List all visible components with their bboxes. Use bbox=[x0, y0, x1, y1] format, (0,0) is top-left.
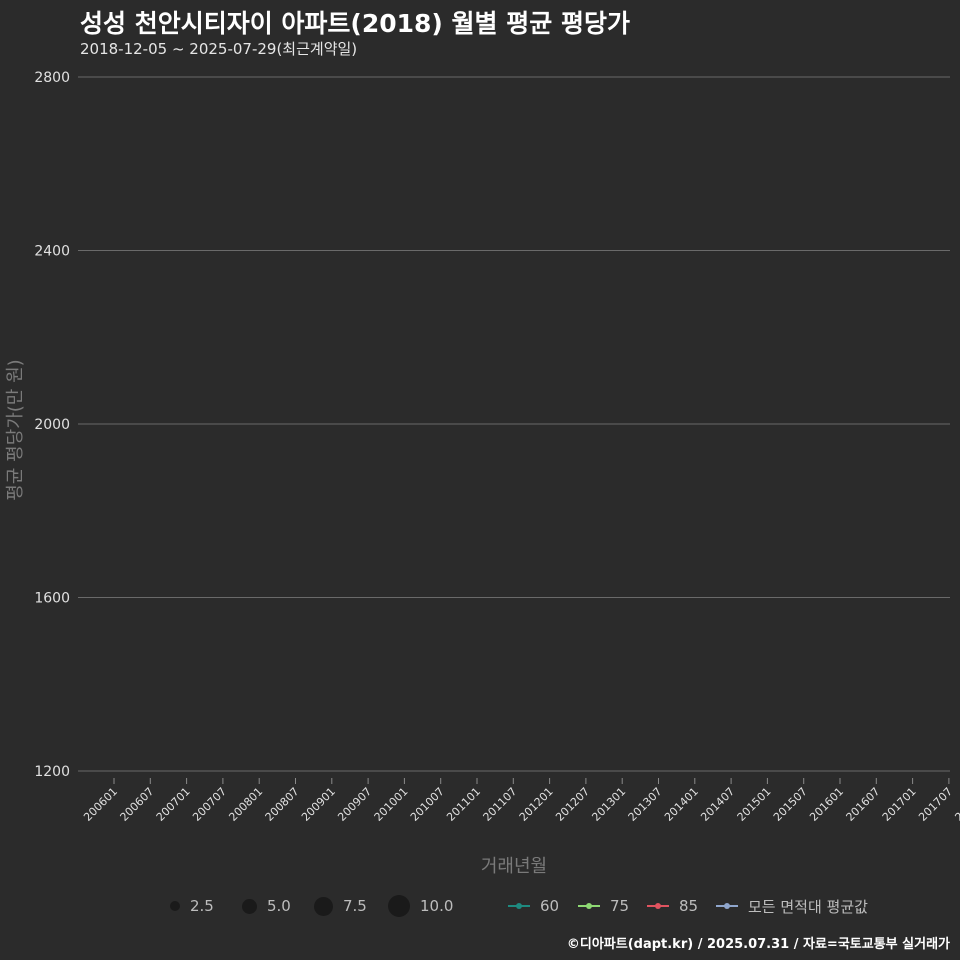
x-tick-label: 201601 bbox=[807, 785, 846, 824]
x-tick-label: 201707 bbox=[916, 785, 955, 824]
x-tick-label: 201307 bbox=[626, 785, 665, 824]
x-axis-label: 거래년월 bbox=[480, 856, 548, 877]
x-tick-label: 201501 bbox=[735, 785, 774, 824]
x-tick-label: 201607 bbox=[844, 785, 883, 824]
x-tick-label: 201007 bbox=[408, 785, 447, 824]
x-tick-label: 201301 bbox=[589, 785, 628, 824]
legend-size-10-0: 10.0 bbox=[388, 893, 453, 919]
legend-series-75: 75 bbox=[578, 893, 629, 919]
x-tick-label: 201107 bbox=[481, 785, 520, 824]
x-tick-label: 200701 bbox=[154, 785, 193, 824]
x-tick-label: 201201 bbox=[517, 785, 556, 824]
chart-title: 성성 천안시티자이 아파트(2018) 월별 평균 평당가 bbox=[80, 9, 630, 38]
legend-series-60: 60 bbox=[508, 893, 559, 919]
x-tick-label: 201101 bbox=[444, 785, 483, 824]
y-axis-label: 평균 평당가(만 원) bbox=[5, 359, 26, 501]
legend-size-2-5: 2.5 bbox=[170, 893, 214, 919]
legend-size-7-5: 7.5 bbox=[314, 893, 367, 919]
x-tick-label: 201801 bbox=[952, 785, 960, 824]
x-tick-label: 201407 bbox=[698, 785, 737, 824]
x-tick-label: 200907 bbox=[335, 785, 374, 824]
x-tick-label: 200707 bbox=[190, 785, 229, 824]
legend: 2.5 5.0 7.5 10.0 60 75 85 모든 면적대 평균값 bbox=[0, 893, 960, 919]
chart-subtitle: 2018-12-05 ~ 2025-07-29(최근계약일) bbox=[80, 40, 358, 58]
y-tick-label: 1200 bbox=[34, 764, 70, 780]
y-tick-label: 2000 bbox=[34, 417, 70, 433]
y-tick-label: 2800 bbox=[34, 70, 70, 86]
x-tick-label: 201401 bbox=[662, 785, 701, 824]
legend-size-5-0: 5.0 bbox=[242, 893, 291, 919]
y-tick-label: 2400 bbox=[34, 244, 70, 260]
x-tick-label: 200901 bbox=[299, 785, 338, 824]
legend-series-average: 모든 면적대 평균값 bbox=[716, 893, 868, 919]
y-tick-label: 1600 bbox=[34, 591, 70, 607]
x-tick-label: 201507 bbox=[771, 785, 810, 824]
x-tick-label: 200601 bbox=[81, 785, 120, 824]
x-tick-label: 201207 bbox=[553, 785, 592, 824]
x-tick-label: 200801 bbox=[226, 785, 265, 824]
source-caption: ©디아파트(dapt.kr) / 2025.07.31 / 자료=국토교통부 실… bbox=[566, 937, 950, 952]
x-tick-label: 201701 bbox=[880, 785, 919, 824]
x-tick-label: 200607 bbox=[118, 785, 157, 824]
legend-series-85: 85 bbox=[647, 893, 698, 919]
x-tick-label: 200807 bbox=[263, 785, 302, 824]
x-tick-label: 201001 bbox=[372, 785, 411, 824]
